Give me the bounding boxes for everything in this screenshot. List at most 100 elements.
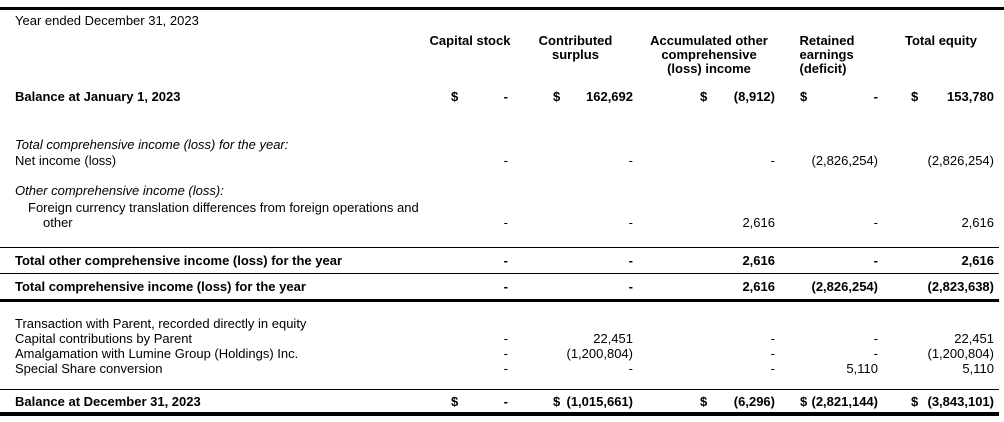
row-label: Total comprehensive income (loss) for th… — [0, 273, 425, 302]
period-title: Year ended December 31, 2023 — [15, 13, 199, 28]
cell-accumulated-oci: 2,616 — [638, 198, 780, 231]
row-tci-section: Total comprehensive income (loss) for th… — [0, 136, 999, 152]
cell-value: - — [503, 253, 508, 268]
cell-contributed-surplus: - — [513, 198, 638, 231]
cell-total-equity: 2,616 — [883, 198, 999, 231]
currency-symbol: $ — [700, 393, 708, 409]
cell-value: - — [873, 253, 878, 268]
cell-accumulated-oci: - — [638, 346, 780, 361]
row-label: Foreign currency translation differences… — [0, 198, 425, 231]
header-accumulated-oci-label: Accumulated other comprehensive (loss) i… — [650, 33, 768, 76]
cell-total-equity: (1,200,804) — [883, 346, 999, 361]
row-amalgamation: Amalgamation with Lumine Group (Holdings… — [0, 346, 999, 361]
row-label: Capital contributions by Parent — [15, 331, 193, 346]
cell-contributed-surplus: 22,451 — [513, 331, 638, 346]
header-retained-earnings-label: Retained earnings (deficit) — [799, 33, 855, 76]
row-label-line1: Foreign currency translation differences… — [28, 200, 419, 215]
row-label: Net income (loss) — [15, 152, 117, 168]
cell-value: - — [503, 279, 508, 294]
section-label: Transaction with Parent, recorded direct… — [15, 316, 307, 331]
cell-value: 22,451 — [954, 331, 994, 346]
row-oci-section: Other comprehensive income (loss): — [0, 182, 999, 198]
cell-value: - — [503, 361, 508, 376]
spacer-row — [0, 301, 999, 317]
cell-total-equity: (2,823,638) — [883, 273, 999, 302]
cell-value: (2,826,254) — [811, 279, 879, 294]
cell-value: - — [503, 215, 508, 230]
cell-value: 22,451 — [593, 331, 633, 346]
cell-capital-stock: - — [425, 273, 513, 302]
header-empty — [0, 32, 425, 88]
cell-value: - — [873, 88, 878, 104]
cell-value: - — [628, 215, 633, 230]
currency-symbol: $ — [451, 393, 459, 409]
row-capital-contributions: Capital contributions by Parent - 22,451… — [0, 331, 999, 346]
cell-retained-earnings: - — [780, 346, 883, 361]
header-row: Capital stock Contributed surplus Accumu… — [0, 32, 999, 88]
cell-contributed-surplus: - — [513, 361, 638, 376]
cell-capital-stock: - — [425, 152, 513, 168]
cell-value: (3,843,101) — [927, 393, 995, 409]
row-fx-translation: Foreign currency translation differences… — [0, 198, 999, 231]
cell-accumulated-oci: 2,616 — [638, 247, 780, 274]
cell-retained-earnings: 5,110 — [780, 361, 883, 376]
cell-value: - — [770, 361, 775, 376]
top-partial-rule — [15, 8, 345, 9]
cell-contributed-surplus: - — [513, 152, 638, 168]
row-label: Total other comprehensive income (loss) … — [0, 247, 425, 274]
cell-capital-stock: - — [425, 198, 513, 231]
cell-contributed-surplus: - — [513, 273, 638, 302]
header-total-equity-label: Total equity — [905, 33, 977, 48]
cell-value: (8,912) — [733, 88, 775, 104]
cell-value: (2,821,144) — [811, 393, 879, 409]
header-contributed-surplus-label: Contributed surplus — [538, 33, 613, 62]
currency-symbol: $ — [700, 88, 708, 104]
section-label: Other comprehensive income (loss): — [15, 182, 224, 198]
cell-value: - — [770, 331, 775, 346]
currency-symbol: $ — [553, 393, 561, 409]
equity-table: Capital stock Contributed surplus Accumu… — [0, 32, 999, 416]
spacer-row — [0, 168, 999, 182]
row-total-oci: Total other comprehensive income (loss) … — [0, 247, 999, 274]
spacer-row — [0, 104, 999, 136]
row-parent-section: Transaction with Parent, recorded direct… — [0, 316, 999, 331]
cell-total-equity: $ (3,843,101) — [883, 389, 999, 416]
header-accumulated-oci: Accumulated other comprehensive (loss) i… — [638, 32, 780, 88]
spacer-row — [0, 376, 999, 390]
header-total-equity: Total equity — [883, 32, 999, 88]
cell-total-equity: 5,110 — [883, 361, 999, 376]
cell-value: - — [503, 393, 508, 409]
cell-value: (1,200,804) — [566, 346, 634, 361]
header-contributed-surplus: Contributed surplus — [513, 32, 638, 88]
cell-value: - — [873, 331, 878, 346]
row-label: Balance at January 1, 2023 — [15, 88, 181, 104]
currency-symbol: $ — [800, 88, 808, 104]
cell-capital-stock: $ - — [425, 389, 513, 416]
row-special-share: Special Share conversion - - - 5,110 5,1… — [0, 361, 999, 376]
cell-value: 2,616 — [742, 279, 775, 294]
cell-contributed-surplus: $162,692 — [513, 88, 638, 104]
cell-retained-earnings: - — [780, 247, 883, 274]
currency-symbol: $ — [800, 393, 808, 409]
cell-value: - — [628, 279, 633, 294]
cell-total-equity: (2,826,254) — [883, 152, 999, 168]
cell-total-equity: $153,780 — [883, 88, 999, 104]
cell-capital-stock: - — [425, 346, 513, 361]
cell-capital-stock: - — [425, 331, 513, 346]
cell-capital-stock: - — [425, 361, 513, 376]
cell-value: - — [503, 88, 508, 104]
cell-contributed-surplus: (1,200,804) — [513, 346, 638, 361]
cell-total-equity: 22,451 — [883, 331, 999, 346]
currency-symbol: $ — [911, 88, 919, 104]
cell-capital-stock: $ - — [425, 88, 513, 104]
cell-value: - — [770, 152, 775, 168]
cell-retained-earnings: $ (2,821,144) — [780, 389, 883, 416]
cell-value: 2,616 — [961, 253, 994, 268]
cell-accumulated-oci: $ (8,912) — [638, 88, 780, 104]
cell-value: 162,692 — [586, 88, 633, 104]
cell-value: 5,110 — [846, 361, 878, 376]
cell-value: 2,616 — [742, 253, 775, 268]
cell-value: (6,296) — [733, 393, 775, 409]
section-label: Total comprehensive income (loss) for th… — [15, 136, 289, 152]
header-capital-stock: Capital stock — [425, 32, 513, 88]
